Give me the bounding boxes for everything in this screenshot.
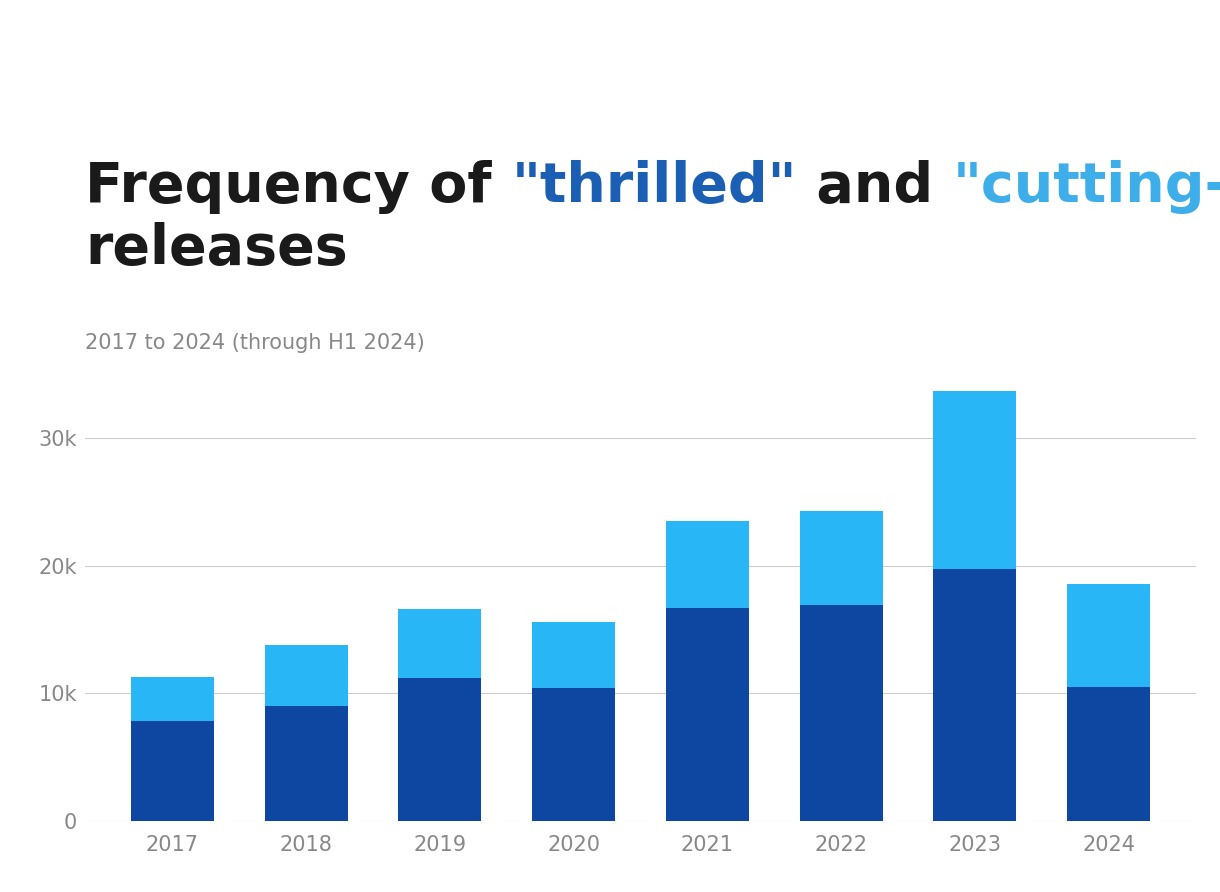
Bar — [666, 607, 749, 821]
Bar — [1068, 687, 1150, 821]
Text: "thrilled": "thrilled" — [511, 160, 797, 213]
Bar — [933, 392, 1016, 569]
Bar — [1068, 583, 1150, 687]
Bar — [399, 678, 482, 821]
Bar — [532, 688, 615, 821]
Bar — [933, 569, 1016, 821]
Text: Frequency of: Frequency of — [85, 160, 511, 213]
Text: 2017 to 2024 (through H1 2024): 2017 to 2024 (through H1 2024) — [85, 333, 425, 352]
Bar — [131, 677, 214, 722]
Bar — [265, 706, 348, 821]
Bar — [265, 645, 348, 706]
Text: releases: releases — [85, 221, 348, 276]
Bar — [799, 511, 882, 606]
Bar — [399, 609, 482, 678]
Bar — [666, 521, 749, 607]
Bar — [532, 622, 615, 688]
Bar — [131, 722, 214, 821]
Bar — [799, 606, 882, 821]
Text: and: and — [797, 160, 953, 213]
Text: "cutting-edge": "cutting-edge" — [953, 160, 1220, 213]
